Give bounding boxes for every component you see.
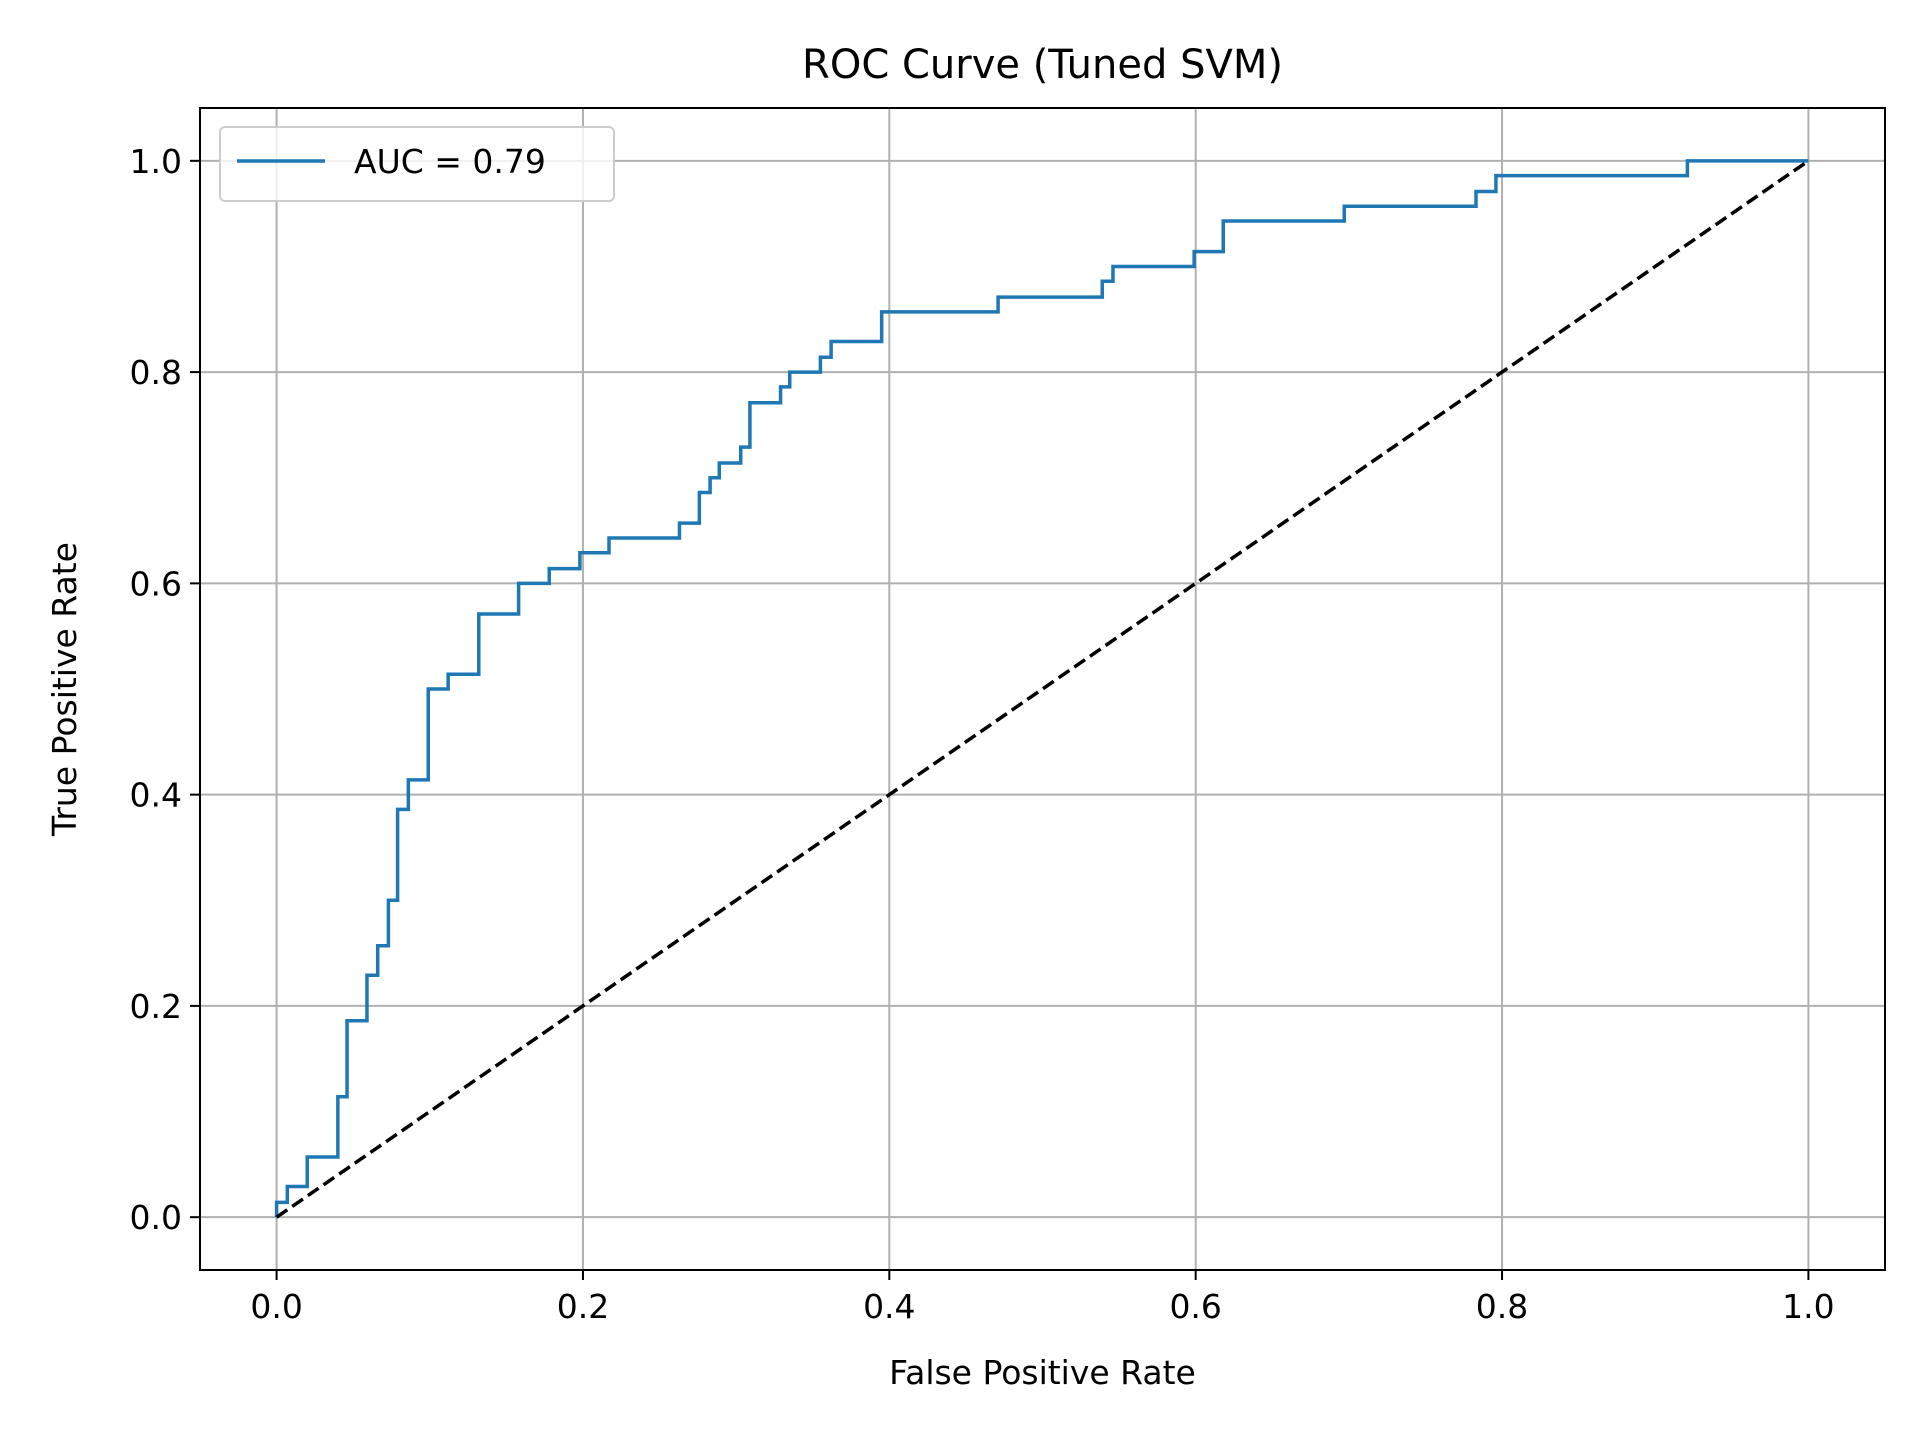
x-tick-label: 1.0 bbox=[1782, 1287, 1834, 1326]
y-tick-label: 0.2 bbox=[130, 987, 182, 1026]
y-tick-label: 0.0 bbox=[130, 1198, 182, 1237]
x-tick-label: 0.6 bbox=[1169, 1287, 1221, 1326]
series-layer bbox=[274, 159, 1810, 1219]
legend-box bbox=[219, 126, 615, 202]
legend: AUC = 0.79 bbox=[219, 126, 615, 202]
x-tick-label: 0.0 bbox=[250, 1287, 302, 1326]
y-tick-label: 0.6 bbox=[130, 564, 182, 603]
y-tick-label: 0.8 bbox=[130, 353, 182, 392]
x-axis-label: False Positive Rate bbox=[889, 1353, 1196, 1392]
x-tick-label: 0.4 bbox=[863, 1287, 915, 1326]
chart-title: ROC Curve (Tuned SVM) bbox=[802, 42, 1283, 88]
axes-frame bbox=[199, 107, 1886, 1271]
roc-curve-line bbox=[274, 159, 1809, 1218]
x-tick-label: 0.2 bbox=[557, 1287, 609, 1326]
y-tick-label: 0.4 bbox=[130, 776, 182, 815]
ticks: 0.0 0.2 0.4 0.6 0.8 1.0 0.0 0.2 0.4 0.6 0.8 1.0 bbox=[130, 142, 1835, 1326]
x-tick-label: 0.8 bbox=[1476, 1287, 1528, 1326]
y-axis-label: True Positive Rate bbox=[45, 542, 84, 837]
y-tick-label: 1.0 bbox=[130, 142, 182, 181]
chance-diagonal-line bbox=[275, 159, 1810, 1219]
legend-label: AUC = 0.79 bbox=[354, 142, 546, 181]
